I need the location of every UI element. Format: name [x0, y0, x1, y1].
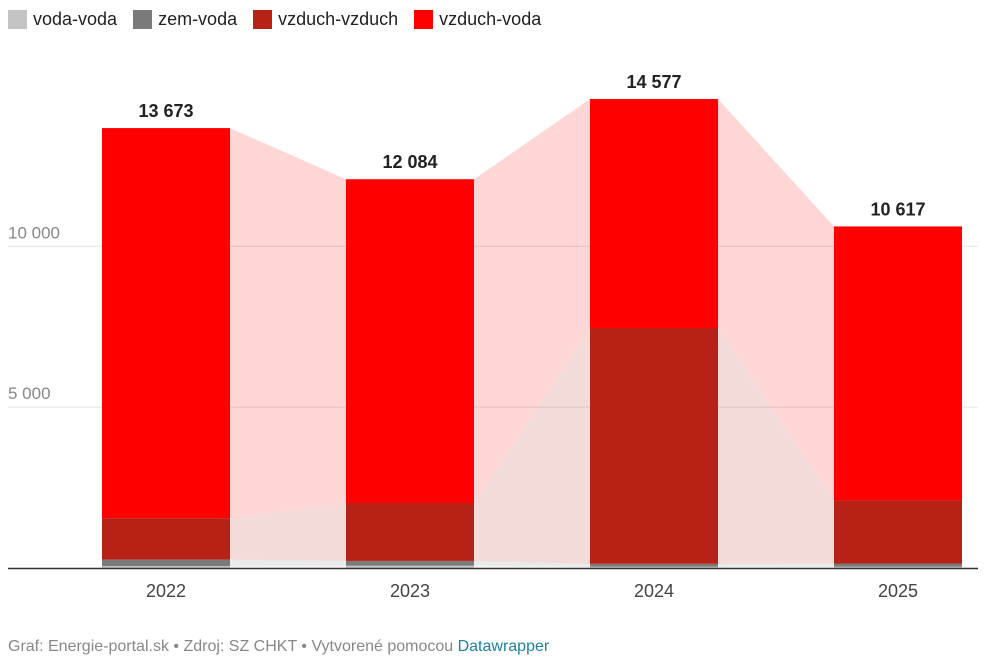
total-data-label: 10 617: [870, 199, 925, 219]
legend: voda-voda zem-voda vzduch-vzduch vzduch-…: [8, 9, 557, 30]
bar-voda-voda-2024: [590, 566, 718, 568]
legend-item-vzduch-vzduch: vzduch-vzduch: [253, 9, 398, 30]
bar-voda-voda-2022: [102, 566, 230, 568]
connector-area-vzduch-voda: [474, 99, 590, 504]
total-data-label: 14 577: [626, 72, 681, 92]
connector-area-vzduch-voda: [230, 128, 346, 519]
connector-area-voda-voda: [718, 566, 834, 568]
connector-area-vzduch-vzduch: [230, 503, 346, 561]
x-tick-label: 2024: [634, 581, 674, 601]
bar-vzduch-vzduch-2023: [346, 503, 474, 561]
footer: Graf: Energie-portal.sk • Zdroj: SZ CHKT…: [8, 638, 549, 656]
bar-voda-voda-2025: [834, 566, 962, 568]
connector-area-voda-voda: [230, 565, 346, 568]
footer-credit: Graf: Energie-portal.sk • Zdroj: SZ CHKT…: [8, 638, 458, 655]
connector-area-vzduch-vzduch: [474, 327, 590, 564]
bar-vzduch-vzduch-2022: [102, 518, 230, 560]
x-tick-label: 2022: [146, 581, 186, 601]
bar-zem-voda-2025: [834, 563, 962, 567]
y-tick-label: 5 000: [8, 384, 51, 403]
connector-area-voda-voda: [474, 565, 590, 568]
legend-item-vzduch-voda: vzduch-voda: [414, 9, 541, 30]
connector-area-vzduch-vzduch: [718, 327, 834, 564]
bar-zem-voda-2024: [590, 563, 718, 567]
bar-vzduch-voda-2025: [834, 226, 962, 501]
legend-item-zem-voda: zem-voda: [133, 9, 237, 30]
connector-area-zem-voda: [474, 560, 590, 567]
datawrapper-link[interactable]: Datawrapper: [457, 638, 550, 655]
y-tick-label: 10 000: [8, 223, 60, 242]
legend-swatch-voda-voda: [8, 10, 27, 29]
legend-label-vzduch-vzduch: vzduch-vzduch: [278, 9, 399, 29]
bar-voda-voda-2023: [346, 565, 474, 568]
bar-zem-voda-2022: [102, 559, 230, 567]
bar-vzduch-vzduch-2024: [590, 327, 718, 564]
legend-label-voda-voda: voda-voda: [33, 9, 118, 29]
legend-swatch-vzduch-vzduch: [253, 10, 273, 29]
legend-item-voda-voda: voda-voda: [8, 9, 117, 30]
connector-area-vzduch-voda: [718, 99, 834, 501]
legend-swatch-zem-voda: [133, 10, 153, 29]
legend-label-vzduch-voda: vzduch-voda: [439, 9, 542, 29]
total-data-label: 13 673: [138, 101, 193, 121]
bar-zem-voda-2023: [346, 560, 474, 566]
x-tick-label: 2025: [878, 581, 918, 601]
legend-swatch-vzduch-voda: [414, 10, 434, 29]
bar-vzduch-vzduch-2025: [834, 500, 962, 564]
x-tick-label: 2023: [390, 581, 430, 601]
legend-label-zem-voda: zem-voda: [158, 9, 238, 29]
bar-vzduch-voda-2022: [102, 128, 230, 519]
bar-vzduch-voda-2023: [346, 179, 474, 504]
connector-area-zem-voda: [718, 563, 834, 567]
connector-area-zem-voda: [230, 559, 346, 567]
bar-vzduch-voda-2024: [590, 99, 718, 328]
total-data-label: 12 084: [382, 152, 437, 172]
